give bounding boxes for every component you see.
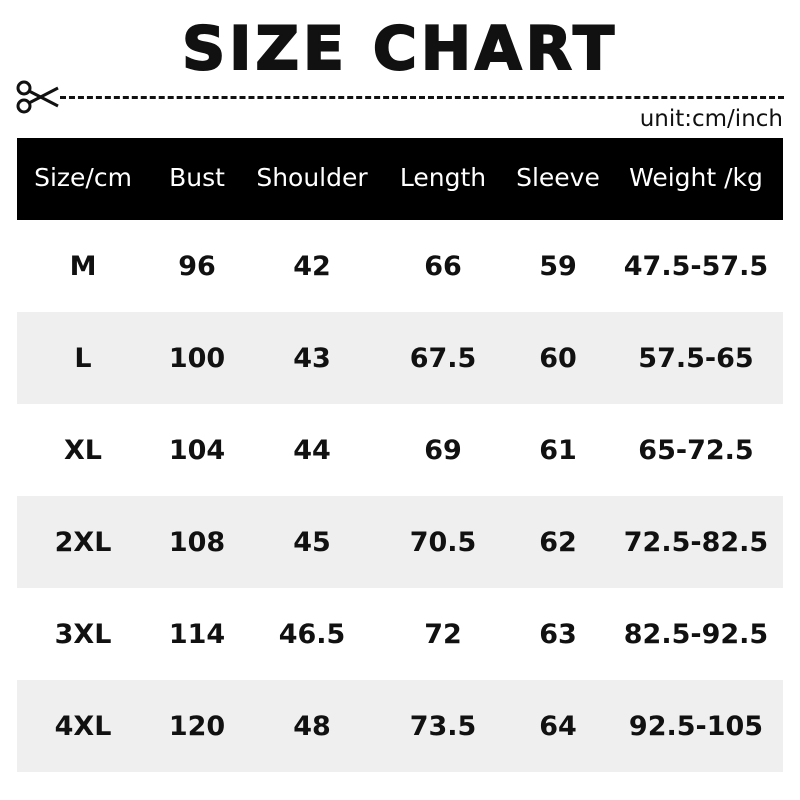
table-cell: 44 [293,434,331,466]
table-row: 2XL 108 45 70.5 62 72.5-82.5 [17,496,783,588]
table-cell: 48 [293,710,331,742]
table-cell: 47.5-57.5 [623,250,769,282]
table-row: 3XL 114 46.5 72 63 82.5-92.5 [17,588,783,680]
table-header: Size/cm Bust Shoulder Length Sleeve Weight /k… [17,138,783,220]
cut-line [60,96,784,99]
table-cell: 108 [168,526,226,558]
table-cell: 120 [168,710,226,742]
size-table: Size/cm Bust Shoulder Length Sleeve Weight /k… [17,138,783,772]
table-cell: 65-72.5 [638,434,754,466]
table-cell: 62 [539,526,577,558]
table-cell: 46.5 [278,618,346,650]
table-cell: 43 [293,342,331,374]
page-title: SIZE CHART [181,13,619,85]
table-cell: 92.5-105 [628,710,764,742]
column-header: Weight /kg [629,162,763,192]
table-row: L 100 43 67.5 60 57.5-65 [17,312,783,404]
table-cell: 114 [168,618,226,650]
table-cell: 2XL [54,526,112,558]
table-row: 4XL 120 48 73.5 64 92.5-105 [17,680,783,772]
table-cell: 3XL [54,618,112,650]
table-cell: 61 [539,434,577,466]
table-cell: L [74,342,92,374]
table-cell: 57.5-65 [638,342,754,374]
table-row: M 96 42 66 59 47.5-57.5 [17,220,783,312]
scissors-icon [16,80,59,114]
table-cell: 96 [178,250,216,282]
unit-label: unit:cm/inch [639,106,783,132]
table-cell: 72 [424,618,462,650]
table-cell: 63 [539,618,577,650]
table-cell: 104 [168,434,226,466]
column-header: Sleeve [516,162,600,192]
column-header: Shoulder [256,162,368,192]
table-cell: 66 [424,250,462,282]
table-cell: 70.5 [409,526,477,558]
table-cell: 100 [168,342,226,374]
table-cell: 45 [293,526,331,558]
table-cell: 73.5 [409,710,477,742]
table-cell: 4XL [54,710,112,742]
table-cell: 60 [539,342,577,374]
table-cell: 69 [424,434,462,466]
table-cell: M [69,250,97,282]
table-row: XL 104 44 69 61 65-72.5 [17,404,783,496]
table-cell: 82.5-92.5 [623,618,769,650]
table-cell: 64 [539,710,577,742]
column-header: Size/cm [34,162,132,192]
table-cell: 59 [539,250,577,282]
table-cell: 72.5-82.5 [623,526,769,558]
table-cell: 67.5 [409,342,477,374]
table-cell: XL [63,434,103,466]
table-cell: 42 [293,250,331,282]
column-header: Length [399,162,487,192]
column-header: Bust [169,162,225,192]
